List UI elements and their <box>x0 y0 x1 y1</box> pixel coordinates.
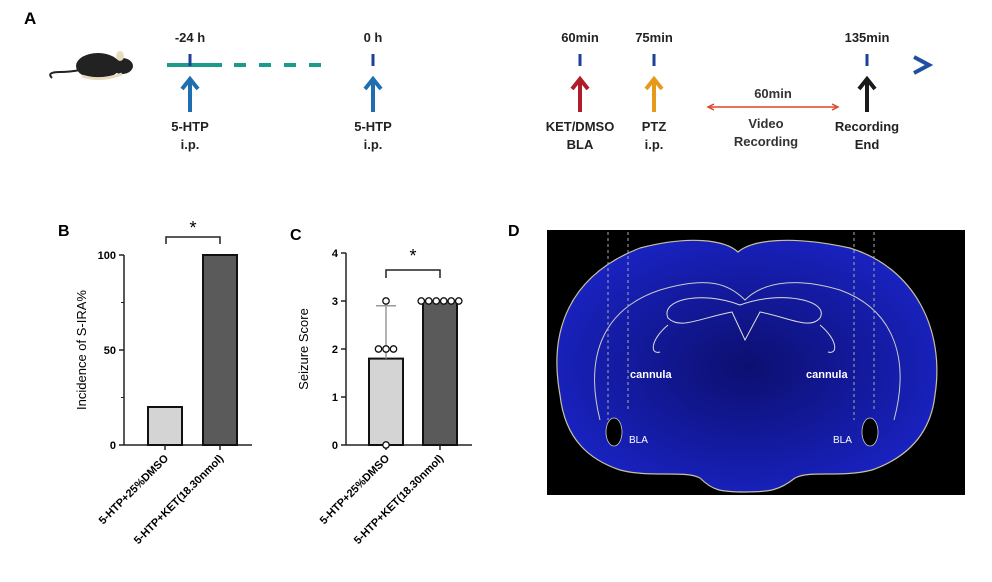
event-sublabel: BLA <box>567 137 594 152</box>
y-tick-label: 0 <box>332 440 338 452</box>
arrow-head <box>363 75 383 91</box>
cannula-label-right: cannula <box>806 369 848 381</box>
data-point <box>374 345 383 353</box>
event-time: 135min <box>845 30 890 45</box>
bar <box>422 300 458 446</box>
bar <box>368 357 404 447</box>
panel-label-c: C <box>290 227 302 244</box>
bla-label-left: BLA <box>629 435 648 446</box>
event-sublabel: i.p. <box>181 137 200 152</box>
event-label: 5-HTP <box>354 119 392 134</box>
y-tick-label: 100 <box>98 250 116 262</box>
event-label: PTZ <box>642 119 667 134</box>
y-tick-label: 1 <box>332 392 338 404</box>
event-sublabel: i.p. <box>364 137 383 152</box>
timeline <box>167 55 934 75</box>
data-point <box>382 297 390 305</box>
arrow-head <box>644 75 664 91</box>
y-tick-label: 50 <box>104 345 116 357</box>
panel-label-b: B <box>58 223 70 240</box>
cannula-label-left: cannula <box>630 369 672 381</box>
bla-label-right: BLA <box>833 435 852 446</box>
y-tick-label: 3 <box>332 296 338 308</box>
y-axis-label: Seizure Score <box>296 308 311 390</box>
data-point <box>454 297 463 305</box>
arrow-head <box>857 75 877 91</box>
y-tick-label: 0 <box>110 440 116 452</box>
data-point <box>382 345 390 353</box>
panel-label-d: D <box>508 223 520 240</box>
significance-bracket <box>385 269 441 278</box>
mouse-icon <box>49 51 133 81</box>
video-interval: 60min Video Recording <box>706 86 840 149</box>
event-label: 5-HTP <box>171 119 209 134</box>
significance-star: * <box>189 218 196 238</box>
data-point <box>382 441 390 449</box>
data-point <box>417 297 426 305</box>
data-point <box>389 345 398 353</box>
panel-label-a: A <box>24 9 36 28</box>
event-label: Recording <box>835 119 899 134</box>
event-label: KET/DMSO <box>546 119 615 134</box>
significance-star: * <box>409 246 416 266</box>
x-tick-label: 5-HTP+KET(18.30nmol) <box>132 452 227 547</box>
event-time: 0 h <box>364 30 383 45</box>
interval-label-2: Recording <box>734 134 798 149</box>
y-tick-label: 2 <box>332 344 338 356</box>
event-sublabel: End <box>855 137 880 152</box>
event-time: 60min <box>561 30 599 45</box>
data-point <box>439 297 448 305</box>
event-time: -24 h <box>175 30 205 45</box>
x-tick-label: 5-HTP+KET(18.30nmol) <box>352 452 447 547</box>
bar <box>202 254 238 446</box>
arrow-head <box>570 75 590 91</box>
arrow-head <box>180 75 200 91</box>
event-time: 75min <box>635 30 673 45</box>
interval-label-1: Video <box>748 116 783 131</box>
y-axis-label: Incidence of S-IRA% <box>74 290 89 410</box>
interval-duration: 60min <box>754 86 792 101</box>
event-sublabel: i.p. <box>645 137 664 152</box>
data-point <box>447 297 456 305</box>
data-point <box>424 297 433 305</box>
significance-bracket <box>165 236 221 244</box>
y-tick-label: 4 <box>332 248 339 260</box>
bar <box>147 406 183 446</box>
data-point <box>432 297 441 305</box>
brain-section-image: cannula cannula BLA BLA <box>547 230 965 495</box>
